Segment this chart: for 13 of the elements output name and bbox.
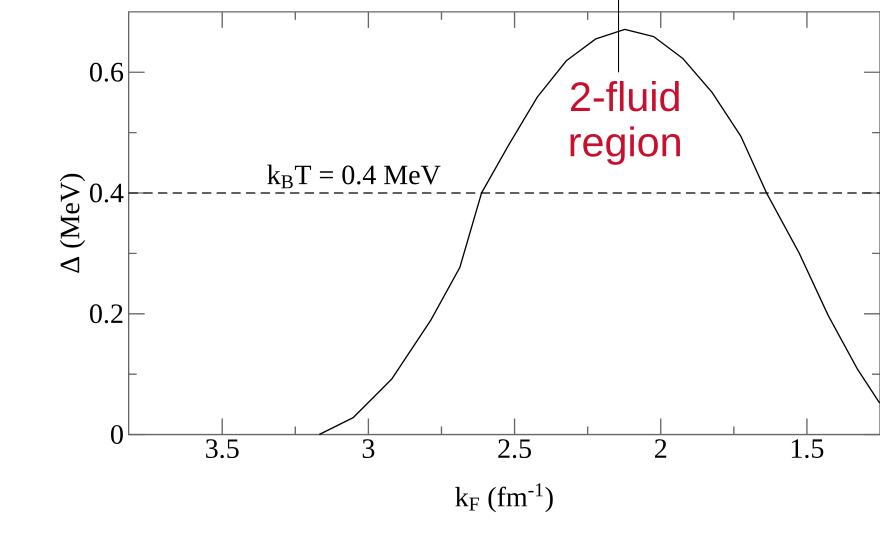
x-tick-label: 1.5 (792, 439, 824, 458)
x-tick-label: 3 (362, 439, 374, 458)
x-tick-label: 2.5 (498, 439, 531, 458)
y-tick-label: 0.2 (90, 304, 122, 324)
y-tick-label: 0.6 (90, 62, 124, 82)
y-tick-label: 0.4 (90, 184, 124, 203)
x-axis-title: k$_{F}$ (fm$^{-1}$) (455, 483, 553, 512)
annotation: 2-fluid region (570, 81, 680, 165)
x-tick-label: 2 (654, 439, 666, 458)
ref-line-label: k$_{B}$T = 0.4 MeV (267, 164, 441, 188)
x-tick-label: 3.5 (206, 439, 239, 458)
y-tick-label: 0 (111, 425, 123, 444)
y-axis-title: Δ (MeV) (60, 174, 86, 273)
